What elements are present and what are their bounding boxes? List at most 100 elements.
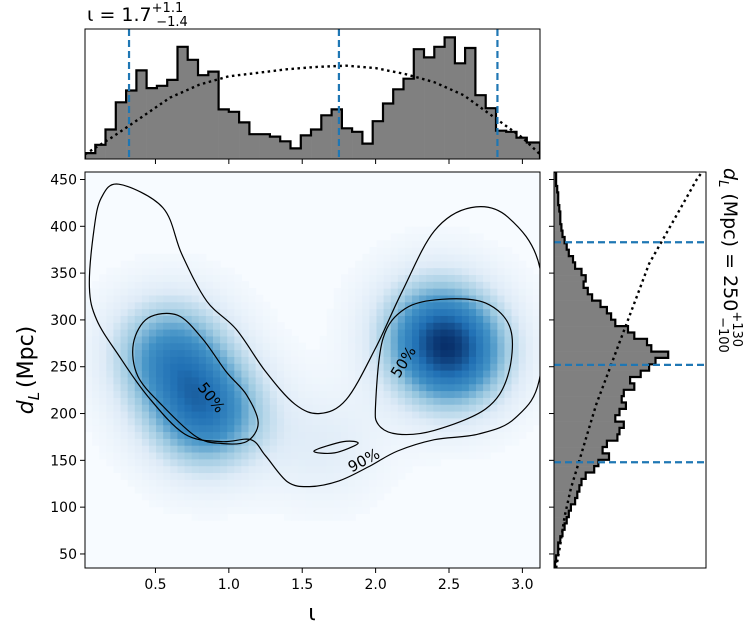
heatmap-cell (220, 356, 228, 364)
iota-bar (341, 128, 353, 159)
heatmap-cell (269, 431, 278, 439)
heatmap-cell (127, 342, 136, 351)
heatmap-cell (248, 370, 257, 378)
heatmap-cell (312, 506, 321, 514)
heatmap-cell (184, 267, 193, 276)
heatmap-cell (426, 431, 434, 439)
heatmap-cell (276, 322, 285, 330)
heatmap-cell (326, 390, 335, 398)
heatmap-cell (262, 376, 271, 385)
heatmap-cell (227, 458, 235, 467)
heatmap-cell (376, 472, 385, 480)
heatmap-cell (433, 315, 442, 323)
heatmap-cell (298, 370, 306, 378)
heatmap-cell (227, 506, 235, 514)
heatmap-cell (511, 417, 520, 426)
heatmap-cell (355, 363, 363, 371)
heatmap-cell (198, 281, 207, 289)
heatmap-cell (362, 288, 370, 296)
heatmap-cell (120, 329, 129, 337)
heatmap-cell (255, 506, 264, 514)
heatmap-cell (120, 458, 129, 467)
heatmap-cell (348, 390, 356, 398)
heatmap-cell (404, 417, 413, 426)
heatmap-cell (447, 445, 456, 453)
heatmap-cell (134, 329, 143, 337)
heatmap-cell (532, 390, 540, 398)
heatmap-cell (305, 431, 314, 439)
heatmap-cell (99, 424, 107, 433)
contour-line (132, 312, 259, 445)
heatmap-cell (276, 383, 285, 392)
heatmap-cell (276, 329, 285, 337)
heatmap-cell (383, 404, 392, 412)
heatmap-cell (134, 335, 143, 344)
heatmap-cell (426, 329, 434, 337)
heatmap-cell (404, 315, 413, 323)
heatmap-cell (113, 410, 122, 419)
heatmap-cell (319, 513, 328, 521)
heatmap-cell (134, 274, 143, 282)
iota-bar (95, 144, 106, 159)
heatmap-cell (340, 349, 349, 357)
heatmap-cell (454, 438, 463, 446)
heatmap-cell (227, 404, 235, 412)
heatmap-cell (134, 397, 143, 405)
heatmap-cell (376, 301, 385, 310)
heatmap-cell (120, 363, 129, 371)
heatmap-cell (148, 472, 157, 480)
heatmap-cell (148, 267, 157, 276)
heatmap-cell (525, 390, 534, 398)
heatmap-cell (468, 397, 477, 405)
heatmap-cell (234, 349, 243, 357)
heatmap-cell (447, 301, 456, 310)
heatmap-cell (490, 438, 498, 446)
heatmap-cell (184, 294, 193, 303)
heatmap-cell (92, 383, 100, 392)
heatmap-cell (369, 322, 378, 330)
heatmap-cell (454, 376, 463, 385)
heatmap-cell (269, 465, 278, 474)
heatmap-cell (340, 424, 349, 433)
heatmap-cell (525, 308, 534, 316)
heatmap-cell (198, 513, 207, 521)
heatmap-cell (241, 499, 250, 508)
heatmap-cell (184, 506, 193, 514)
heatmap-cell (504, 424, 513, 433)
heatmap-cell (269, 329, 278, 337)
heatmap-cell (319, 404, 328, 412)
heatmap-cell (127, 260, 136, 269)
heatmap-cell (141, 404, 150, 412)
heatmap-cell (490, 390, 498, 398)
heatmap-cell (298, 363, 306, 371)
heatmap-cell (134, 458, 143, 467)
heatmap-cell (525, 288, 534, 296)
heatmap-cell (184, 417, 193, 426)
heatmap-cell (468, 349, 477, 357)
heatmap-cell (447, 410, 456, 419)
heatmap-cell (120, 335, 129, 344)
heatmap-cell (170, 376, 179, 385)
heatmap-cell (248, 479, 257, 487)
heatmap-cell (511, 301, 520, 310)
heatmap-cell (312, 410, 321, 419)
heatmap-cell (333, 410, 342, 419)
heatmap-cell (134, 383, 143, 392)
heatmap-cell (99, 342, 107, 351)
heatmap-cell (269, 404, 278, 412)
heatmap-cell (148, 390, 157, 398)
heatmap-cell (376, 479, 385, 487)
heatmap-cell (383, 479, 392, 487)
heatmap-cell (326, 499, 335, 508)
heatmap-cell (355, 438, 363, 446)
heatmap-cell (127, 294, 136, 303)
heatmap-cell (412, 370, 420, 378)
heatmap-cell (212, 363, 221, 371)
heatmap-cell (156, 349, 164, 357)
heatmap-cell (198, 288, 207, 296)
heatmap-cell (170, 329, 179, 337)
heatmap-cell (433, 233, 442, 241)
heatmap-cell (476, 274, 484, 282)
heatmap-cell (120, 322, 129, 330)
heatmap-cell (191, 417, 200, 426)
